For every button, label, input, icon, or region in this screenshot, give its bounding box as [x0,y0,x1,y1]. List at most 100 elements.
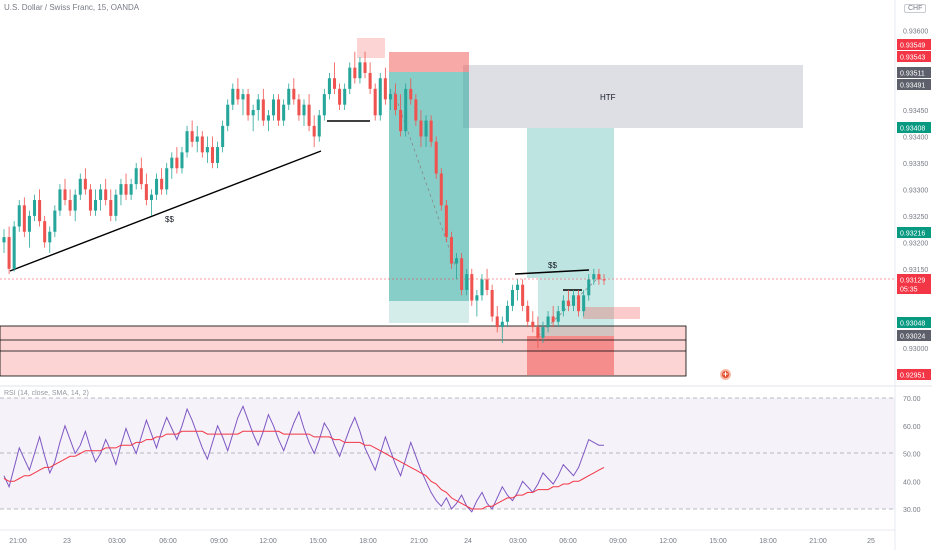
candle-body [246,94,250,116]
buy-sl-zone [527,336,614,375]
htf-zone [463,65,803,128]
price-label-text: 05:35 [900,287,918,294]
candle-body [144,184,148,200]
candle [444,200,448,243]
candle-body [480,279,484,296]
candle [165,162,169,195]
candle-body [210,147,214,163]
candle [455,252,459,280]
candle-body [292,88,296,100]
candle [348,62,352,95]
rsi-tick: 60.00 [903,424,921,431]
candle [231,83,235,110]
price-tick: 0.93200 [903,240,928,247]
candle [124,173,128,200]
candle-body [43,221,47,243]
candle-body [175,157,179,169]
candle-body [165,168,169,190]
candle-body [170,157,174,169]
candle-body [109,200,113,216]
price-tick: 0.93000 [903,346,928,353]
candle-body [277,99,281,121]
price-label-text: 0.93543 [900,55,925,62]
candle-body [160,178,164,190]
candle [475,290,479,317]
candle-body [58,189,62,211]
candle [317,110,321,142]
time-tick: 18:00 [759,538,777,545]
candle-body [200,136,204,153]
price-label-text: 0.93491 [900,83,925,90]
candle-body [297,99,301,116]
candle-body [88,189,92,211]
price-tick: 0.93600 [903,29,928,36]
candle-body [83,178,87,190]
candle-body [455,258,459,264]
candle [343,83,347,110]
candle [246,88,250,121]
candle [373,83,377,121]
projection-line [393,91,456,266]
candle-body [73,194,77,211]
price-label-bg [897,67,931,78]
currency-badge[interactable]: CHF [904,4,927,13]
candle [566,290,570,312]
candle [261,88,265,126]
candle [353,51,357,84]
candle [134,162,138,190]
rsi-indicator-label[interactable]: RSI (14, close, SMA, 14, 2) [4,390,89,397]
time-axis[interactable]: 21:00 23 03:00 06:00 09:00 12:00 15:00 18:00 21:… [9,538,875,545]
candle-body [551,316,555,322]
candle [63,178,67,206]
candle-body [363,62,367,73]
candle-body [409,88,413,100]
candle [322,88,326,121]
price-tick: 0.93150 [903,267,928,274]
candle-body [7,237,11,269]
add-alert-button[interactable]: + [720,369,731,380]
candle-body [251,110,255,116]
candle-body [368,72,372,89]
price-label-bg [897,317,931,328]
candle-body [332,78,337,89]
candle-body [546,316,550,328]
candle-body [597,274,601,280]
candle [155,173,159,200]
candle [7,226,11,275]
candle-body [577,295,581,312]
candle [114,189,118,222]
candle-body [541,327,545,338]
price-tick: 0.93400 [903,134,928,141]
price-label: 0.92951 [897,369,931,380]
candle-body [261,99,265,121]
candle-body [231,88,235,105]
buy-tp-zone [527,128,614,278]
candle-body [63,189,67,200]
candle [561,295,565,317]
time-tick: 23 [63,538,71,545]
price-label-text: 0.93511 [900,71,925,78]
candle [597,268,601,285]
rsi-axis[interactable]: 70.00 60.00 50.00 40.00 30.00 [903,396,921,514]
candle [414,94,418,126]
candle [226,99,230,132]
candle-body [429,120,433,142]
candle [526,300,530,328]
candle [439,168,443,211]
candle-body [404,88,408,132]
top-sl-small [357,38,385,58]
candle-body [388,94,392,100]
candle-body [53,210,57,232]
candle [99,184,103,211]
candle-body [317,115,321,137]
candle-body [322,94,326,116]
candle [12,221,16,272]
candles [2,51,606,349]
candle [577,290,581,317]
candle-body [38,200,42,222]
price-tick: 0.93300 [903,187,928,194]
candle [327,72,331,100]
symbol-title[interactable]: U.S. Dollar / Swiss Franc, 15, OANDA [4,3,140,12]
candle [460,252,464,296]
